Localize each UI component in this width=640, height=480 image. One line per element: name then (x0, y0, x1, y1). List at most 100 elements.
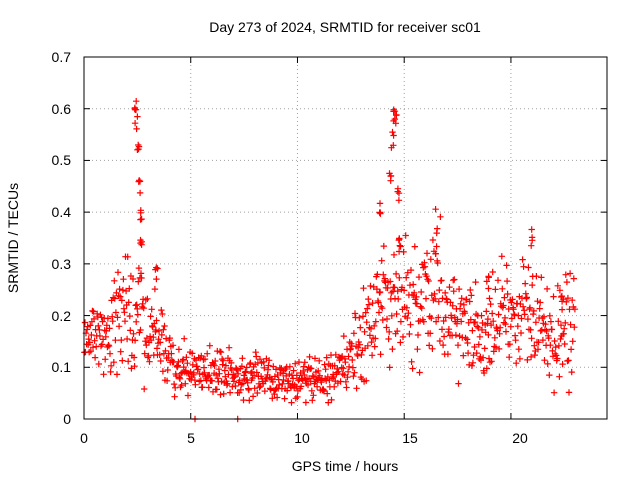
data-point (86, 349, 93, 356)
data-point (261, 364, 268, 372)
data-point (271, 390, 278, 398)
data-point (407, 266, 415, 274)
data-point (114, 269, 122, 276)
data-point (134, 146, 141, 153)
data-point (136, 177, 143, 184)
data-point (420, 318, 427, 325)
chart-title: Day 273 of 2024, SRMTID for receiver sc0… (209, 19, 481, 35)
data-point (395, 248, 403, 255)
data-point (525, 264, 532, 271)
data-point (508, 299, 515, 306)
data-point (383, 315, 391, 323)
data-point (432, 318, 440, 325)
data-point (89, 344, 97, 351)
data-point (499, 285, 506, 292)
data-point (144, 295, 151, 302)
data-point (376, 209, 383, 216)
data-point (486, 359, 494, 366)
data-point (247, 359, 254, 367)
data-point (388, 312, 395, 319)
data-point (393, 310, 400, 318)
data-point (554, 282, 561, 289)
data-point (473, 349, 480, 357)
data-point (357, 324, 364, 331)
data-point (438, 326, 446, 333)
data-point (221, 367, 228, 374)
data-point (539, 336, 547, 344)
data-point (568, 368, 575, 376)
data-point (240, 396, 247, 404)
data-point (515, 312, 522, 319)
data-point (373, 285, 381, 293)
data-point (196, 378, 203, 385)
data-point (552, 343, 559, 351)
data-point (454, 342, 462, 349)
data-point (288, 399, 295, 406)
data-point (399, 333, 407, 341)
data-point (365, 301, 373, 308)
data-point (132, 302, 139, 309)
data-point (390, 106, 397, 113)
data-point (316, 372, 323, 379)
data-point (134, 305, 141, 313)
data-point (532, 319, 540, 326)
data-point (569, 338, 576, 345)
y-tick-label-0-2: 0.2 (52, 308, 72, 324)
data-point (434, 257, 441, 265)
data-point (435, 314, 442, 321)
gridlines (84, 57, 607, 419)
data-point (369, 299, 376, 307)
data-point (391, 108, 399, 115)
data-point (397, 243, 404, 250)
data-point (159, 368, 167, 375)
data-point (524, 356, 531, 364)
data-point (194, 366, 202, 373)
data-point (90, 315, 98, 323)
data-point (491, 334, 498, 341)
data-point (91, 337, 98, 344)
data-point (148, 306, 155, 313)
data-point (163, 377, 171, 384)
data-point (418, 304, 425, 312)
data-point (397, 318, 405, 325)
data-point (555, 342, 563, 349)
data-point (439, 341, 447, 349)
data-point (541, 357, 548, 364)
data-point (411, 243, 418, 250)
data-point (440, 333, 448, 340)
data-point (512, 337, 519, 344)
data-point (358, 351, 365, 359)
data-point (136, 189, 144, 197)
data-point (302, 399, 310, 406)
data-point (177, 370, 185, 377)
data-point (566, 306, 573, 313)
data-point (547, 318, 555, 325)
data-point (276, 381, 283, 389)
data-point (107, 362, 115, 369)
data-point (253, 369, 260, 376)
data-point (322, 366, 329, 373)
data-point (137, 239, 144, 247)
data-point (301, 371, 308, 379)
data-point (224, 380, 231, 387)
data-point (464, 339, 471, 347)
data-point (243, 364, 250, 371)
data-point (536, 305, 543, 312)
data-point (509, 296, 516, 303)
data-point (126, 312, 133, 320)
data-point (153, 345, 161, 352)
data-point (521, 311, 528, 318)
data-point (481, 345, 488, 352)
data-point (234, 370, 242, 377)
data-point (413, 300, 421, 307)
data-point (374, 271, 381, 278)
data-point (362, 309, 369, 316)
data-point (386, 364, 393, 371)
data-point (559, 360, 566, 368)
y-tick-label-0-1: 0.1 (52, 359, 72, 375)
data-point (118, 297, 125, 304)
data-point (450, 277, 457, 284)
data-point (220, 357, 227, 364)
data-point (130, 354, 138, 361)
data-point (328, 396, 335, 404)
